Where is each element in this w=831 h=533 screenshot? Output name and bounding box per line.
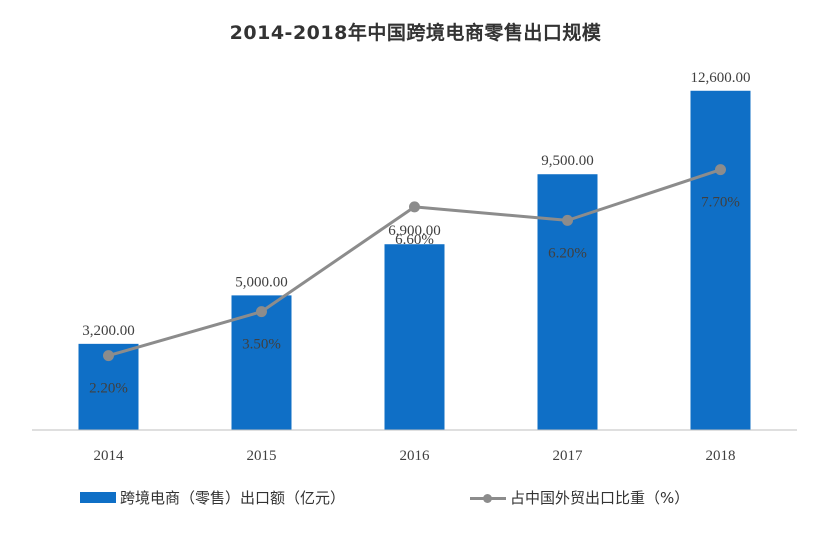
line-point-2017 — [562, 214, 573, 226]
bar-2018 — [690, 90, 751, 431]
line-point-2018 — [715, 164, 726, 176]
x-tick-label-2016: 2016 — [400, 448, 431, 464]
bar-data-label-2017: 9,500.00 — [541, 153, 594, 169]
line-point-2016 — [409, 201, 420, 213]
bar-data-label-2018: 12,600.00 — [691, 70, 751, 86]
legend-line-swatch — [470, 492, 506, 504]
line-data-label-2014: 2.20% — [89, 381, 128, 397]
x-tick-label-2018: 2018 — [706, 448, 736, 464]
line-data-label-2018: 7.70% — [701, 195, 740, 211]
x-tick-label-2015: 2015 — [247, 448, 277, 464]
legend-bar-swatch — [80, 492, 116, 503]
chart-canvas: 3,200.00 2014 5,000.00 2015 6,900.00 2016 9,50… — [32, 70, 797, 464]
chart-title: 2014-2018年中国跨境电商零售出口规模 — [229, 22, 602, 44]
bar-data-label-2016: 6,900.00 — [388, 223, 441, 239]
legend-item-export-value: 跨境电商（零售）出口额（亿元） — [80, 487, 345, 508]
legend-bar-label: 跨境电商（零售）出口额（亿元） — [120, 489, 346, 507]
line-data-label-2015: 3.50% — [242, 337, 281, 353]
bar-2016 — [384, 244, 445, 430]
line-point-2015 — [256, 306, 267, 318]
legend-item-export-share: 占中国外贸出口比重（%） — [470, 487, 689, 508]
line-point-2014 — [103, 350, 114, 362]
x-tick-label-2017: 2017 — [553, 448, 584, 464]
line-data-label-2016: 6.60% — [395, 232, 434, 248]
legend-line-label: 占中国外贸出口比重（%） — [510, 489, 690, 507]
bar-data-label-2015: 5,000.00 — [235, 274, 288, 290]
x-tick-label-2014: 2014 — [94, 448, 125, 464]
line-data-label-2017: 6.20% — [548, 245, 587, 261]
bar-data-label-2014: 3,200.00 — [82, 323, 135, 339]
